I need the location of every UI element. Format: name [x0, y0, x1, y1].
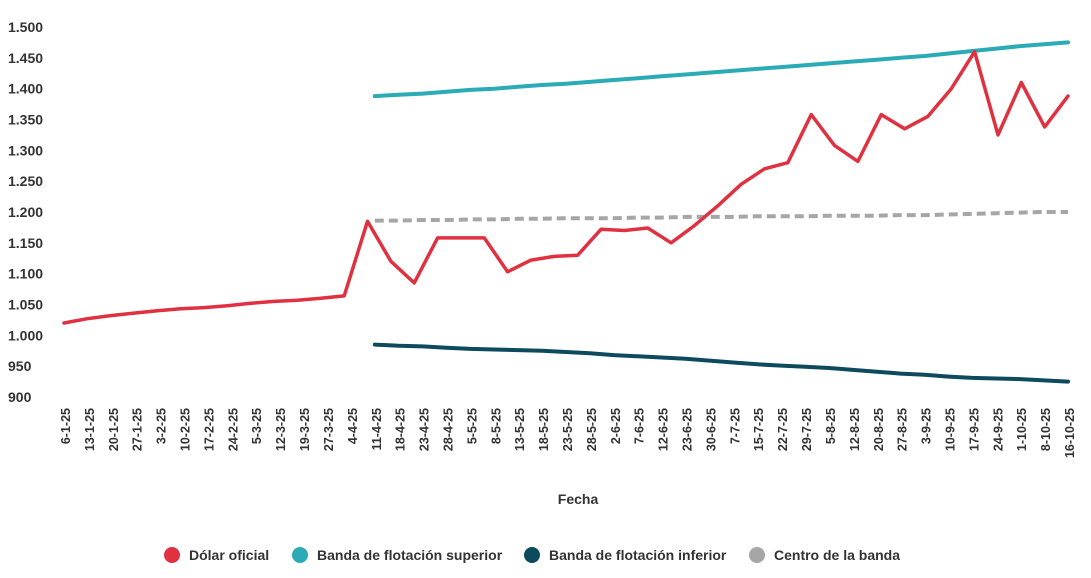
x-tick-label: 13-5-25: [513, 408, 527, 451]
x-tick-label: 20-8-25: [872, 408, 886, 451]
y-tick-label: 950: [8, 358, 32, 374]
y-tick-label: 1.000: [8, 327, 43, 343]
x-tick-label: 10-9-25: [943, 408, 957, 451]
x-tick-label: 28-5-25: [585, 408, 599, 451]
x-tick-label: 23-4-25: [418, 408, 432, 451]
x-tick-label: 8-5-25: [489, 408, 503, 444]
x-tick-label: 6-1-25: [59, 408, 73, 444]
x-tick-label: 3-9-25: [920, 408, 934, 444]
x-tick-label: 12-8-25: [848, 408, 862, 451]
x-axis-title: Fecha: [558, 491, 599, 507]
x-tick-label: 12-3-25: [274, 408, 288, 451]
y-tick-label: 1.100: [8, 266, 43, 282]
y-tick-label: 1.300: [8, 142, 43, 158]
legend-label: Dólar oficial: [189, 547, 269, 563]
legend-marker: [164, 547, 180, 563]
y-tick-label: 1.250: [8, 173, 43, 189]
x-tick-label: 2-6-25: [609, 408, 623, 444]
x-tick-label: 10-2-25: [179, 408, 193, 451]
series-line-1: [372, 40, 1070, 99]
y-tick-label: 1.450: [8, 50, 43, 66]
series-layer: [62, 40, 1070, 384]
x-tick-label: 27-8-25: [896, 408, 910, 451]
y-tick-label: 1.200: [8, 204, 43, 220]
x-tick-label: 27-3-25: [322, 408, 336, 451]
x-tick-label: 23-5-25: [561, 408, 575, 451]
x-tick-label: 4-4-25: [346, 408, 360, 444]
x-tick-label: 17-2-25: [202, 408, 216, 451]
y-tick-label: 900: [8, 389, 32, 405]
y-tick-label: 1.150: [8, 235, 43, 251]
x-tick-label: 11-4-25: [370, 408, 384, 450]
x-tick-label: 13-1-25: [83, 408, 97, 451]
legend-label: Centro de la banda: [774, 547, 900, 563]
x-tick-label: 19-3-25: [298, 408, 312, 451]
y-axis-ticks: 1.500 1.450 1.400 1.350 1.300 1.250 1.200 1.150…: [8, 19, 43, 405]
x-tick-label: 17-9-25: [967, 408, 981, 451]
x-tick-label: 20-1-25: [107, 408, 121, 451]
x-tick-label: 24-2-25: [226, 408, 240, 451]
x-tick-label: 1-10-25: [1015, 408, 1029, 451]
x-tick-label: 18-5-25: [537, 408, 551, 451]
x-tick-label: 22-7-25: [776, 408, 790, 451]
x-tick-label: 7-7-25: [728, 408, 742, 444]
series-line-0: [62, 49, 1070, 325]
y-tick-label: 1.050: [8, 297, 43, 313]
y-tick-label: 1.350: [8, 112, 43, 128]
legend-marker: [524, 547, 540, 563]
legend-marker: [292, 547, 308, 563]
x-tick-label: 5-3-25: [250, 408, 264, 444]
x-tick-label: 24-9-25: [991, 408, 1005, 451]
y-tick-label: 1.400: [8, 81, 43, 97]
x-tick-label: 27-1-25: [131, 408, 145, 451]
x-tick-label: 18-4-25: [394, 408, 408, 451]
x-tick-label: 5-5-25: [465, 408, 479, 444]
x-tick-label: 28-4-25: [441, 408, 455, 451]
x-tick-label: 15-7-25: [752, 408, 766, 451]
legend-label: Banda de flotación inferior: [549, 547, 727, 563]
series-line-2: [372, 342, 1070, 384]
x-tick-label: 7-6-25: [633, 408, 647, 444]
x-tick-label: 29-7-25: [800, 408, 814, 451]
x-tick-label: 8-10-25: [1039, 408, 1053, 451]
x-tick-label: 3-2-25: [155, 408, 169, 444]
series-line-3: [374, 210, 1068, 223]
x-tick-label: 12-6-25: [657, 408, 671, 451]
x-tick-label: 23-6-25: [681, 408, 695, 451]
x-tick-label: 30-6-25: [704, 408, 718, 451]
legend-marker: [749, 547, 765, 563]
x-axis-ticks: 6-1-25 13-1-25 20-1-25 27-1-25 3-2-25 10-2-25…: [59, 408, 1077, 458]
x-tick-label: 5-8-25: [824, 408, 838, 444]
x-tick-label: 16-10-25: [1063, 408, 1077, 458]
legend: Dólar oficial Banda de flotación superior…: [164, 547, 900, 563]
legend-label: Banda de flotación superior: [317, 547, 503, 563]
y-tick-label: 1.500: [8, 19, 43, 35]
